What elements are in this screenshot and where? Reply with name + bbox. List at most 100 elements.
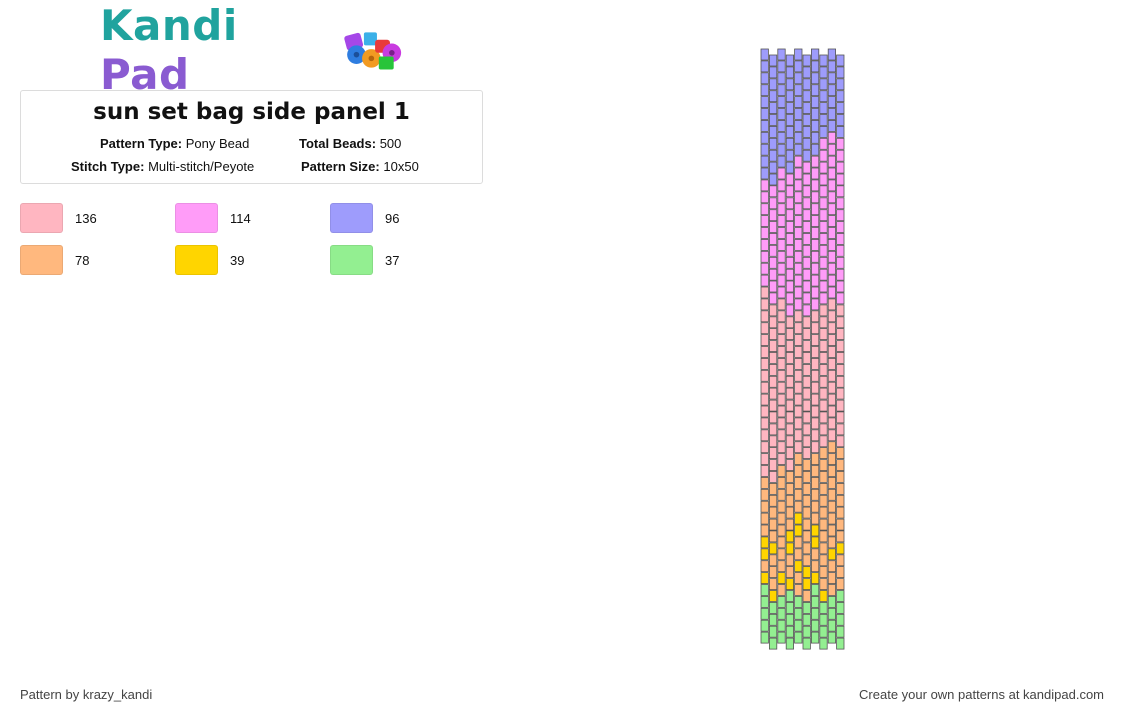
bead (768, 351, 778, 364)
bead (836, 530, 845, 543)
bead (785, 78, 795, 91)
bead (827, 393, 836, 406)
bead (827, 619, 836, 632)
bead (836, 399, 845, 412)
bead (802, 613, 811, 626)
bead (768, 304, 778, 317)
bead (836, 375, 845, 388)
bead (785, 494, 795, 507)
bead (811, 465, 820, 477)
bead (777, 334, 786, 347)
bead (827, 167, 836, 180)
bead (802, 114, 811, 126)
bead (794, 417, 803, 430)
bead (827, 596, 836, 608)
bead (827, 131, 836, 144)
bead (836, 280, 845, 293)
bead (785, 363, 795, 376)
bead (794, 215, 803, 228)
bead (819, 578, 828, 590)
bead (777, 381, 786, 394)
bead (768, 328, 778, 341)
bead (777, 191, 786, 204)
bead (811, 357, 820, 370)
bead (768, 470, 778, 483)
bead (760, 143, 769, 156)
bead (777, 167, 786, 180)
bead (819, 54, 828, 67)
bead (827, 453, 836, 466)
color-swatch-4: 78 (20, 245, 89, 275)
bead (827, 560, 836, 573)
bead (819, 340, 828, 353)
bead (819, 423, 828, 436)
bead (819, 602, 828, 614)
bead (802, 340, 811, 353)
bead (827, 381, 836, 394)
bead (811, 322, 820, 335)
bead (819, 268, 828, 281)
bead (836, 506, 845, 519)
kandipad-promo-link[interactable]: Create your own patterns at kandipad.com (859, 687, 1104, 702)
bead-count: 136 (75, 210, 97, 226)
bead (785, 185, 795, 198)
bead (760, 441, 769, 454)
bead (811, 441, 820, 454)
bead (768, 161, 778, 174)
beads-logo-icon (343, 32, 401, 70)
bead (811, 60, 820, 73)
bead (768, 518, 778, 531)
bead (811, 381, 820, 394)
bead (794, 512, 803, 525)
bead (794, 631, 803, 644)
bead (760, 203, 769, 216)
bead (802, 542, 811, 555)
bead (768, 530, 778, 543)
bead (794, 500, 803, 513)
kandipad-logo[interactable]: Kandi Pad (100, 1, 410, 99)
bead (768, 590, 778, 602)
bead (819, 66, 828, 79)
color-swatch-2: 114 (175, 203, 251, 233)
bead (836, 602, 845, 614)
bead (827, 429, 836, 442)
bead (811, 405, 820, 418)
bead (794, 298, 803, 311)
bead (777, 262, 786, 275)
bead (811, 179, 820, 192)
bead (760, 536, 769, 549)
bead (802, 423, 811, 436)
bead (785, 351, 795, 364)
bead (802, 292, 811, 305)
bead (785, 554, 795, 567)
bead (785, 328, 795, 341)
bead (768, 244, 778, 257)
bead (827, 346, 836, 358)
bead (819, 316, 828, 329)
bead (811, 72, 820, 85)
bead (760, 96, 769, 108)
bead (827, 441, 836, 454)
bead (794, 596, 803, 608)
bead (836, 221, 845, 233)
bead (819, 292, 828, 305)
bead (777, 108, 786, 120)
bead (794, 227, 803, 239)
bead (768, 625, 778, 638)
bead (802, 554, 811, 567)
bead (811, 369, 820, 382)
bead (785, 506, 795, 519)
bead (785, 54, 795, 67)
bead (785, 197, 795, 210)
bead (836, 114, 845, 126)
bead (760, 500, 769, 513)
bead (768, 447, 778, 460)
bead (785, 399, 795, 412)
bead (827, 488, 836, 501)
bead (777, 96, 786, 108)
bead (777, 72, 786, 85)
bead (827, 96, 836, 108)
bead (827, 405, 836, 418)
bead (768, 387, 778, 400)
bead (811, 238, 820, 251)
